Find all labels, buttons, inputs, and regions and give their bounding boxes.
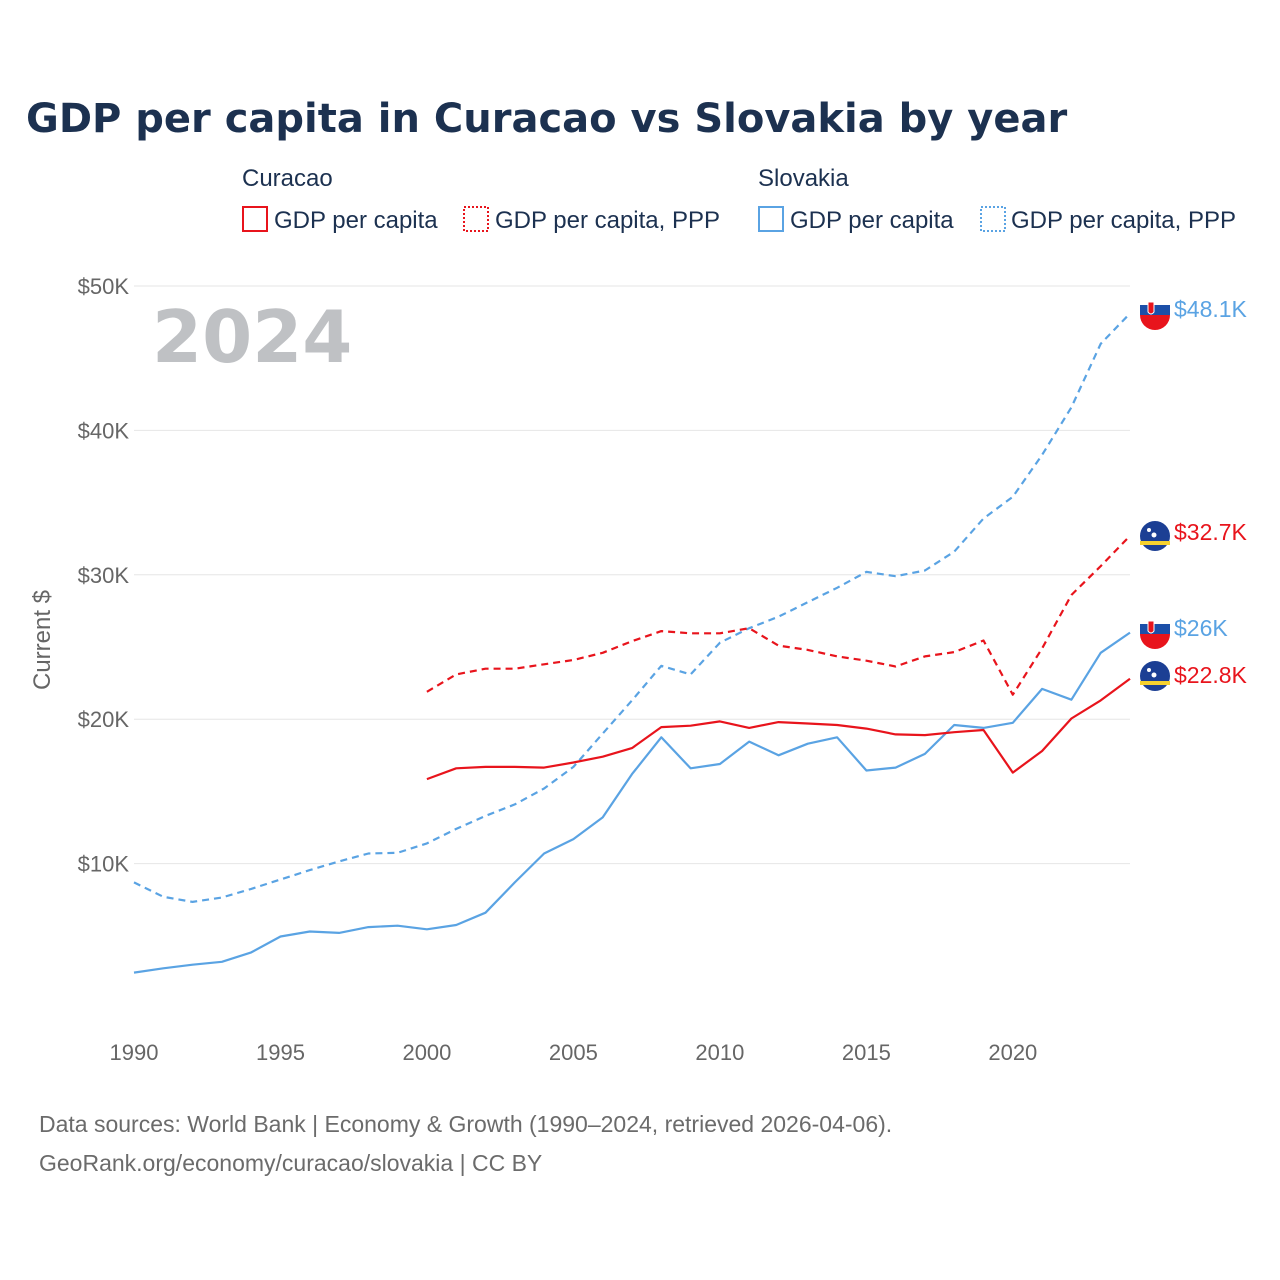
- legend-swatch-slovakia-gdp: [759, 207, 783, 231]
- curacao-flag-icon-ppp: [1140, 521, 1170, 551]
- y-tick-label: $20K: [78, 707, 130, 732]
- series-line-slovakia-gdp-per-capita-ppp: [134, 313, 1130, 902]
- legend-label-curacao-gdp: GDP per capita: [274, 207, 438, 234]
- slovakia-flag-icon-gdp: [1140, 614, 1170, 649]
- legend-group-slovakia: Slovakia: [758, 165, 849, 192]
- end-label-slovakia-ppp: $48.1K: [1174, 296, 1248, 322]
- legend-swatch-slovakia-ppp: [981, 207, 1005, 231]
- x-tick-label: 1995: [256, 1040, 305, 1065]
- legend-label-slovakia-ppp: GDP per capita, PPP: [1011, 207, 1236, 234]
- legend-group-curacao: Curacao: [242, 165, 333, 192]
- y-tick-label: $30K: [78, 563, 130, 588]
- series-lines: [134, 313, 1130, 972]
- legend-swatch-curacao-ppp: [464, 207, 488, 231]
- x-tick-label: 2015: [842, 1040, 891, 1065]
- x-axis-ticks: 1990 1995 2000 2005 2010 2015 2020: [110, 1040, 1038, 1065]
- chart-title: GDP per capita in Curacao vs Slovakia by…: [26, 96, 1067, 142]
- year-watermark: 2024: [152, 295, 352, 379]
- x-tick-label: 2000: [402, 1040, 451, 1065]
- x-tick-label: 2005: [549, 1040, 598, 1065]
- x-tick-label: 1990: [110, 1040, 159, 1065]
- source-line-2: GeoRank.org/economy/curacao/slovakia | C…: [39, 1150, 542, 1176]
- x-tick-label: 2020: [988, 1040, 1037, 1065]
- series-line-curacao-gdp-per-capita-ppp: [427, 536, 1130, 695]
- end-label-curacao-gdp: $22.8K: [1174, 662, 1248, 688]
- series-line-curacao-gdp-per-capita: [427, 679, 1130, 779]
- y-tick-label: $40K: [78, 418, 130, 443]
- y-tick-label: $50K: [78, 274, 130, 299]
- legend-label-curacao-ppp: GDP per capita, PPP: [495, 207, 720, 234]
- chart: GDP per capita in Curacao vs Slovakia by…: [0, 0, 1280, 1280]
- slovakia-flag-icon-ppp: [1140, 295, 1170, 330]
- end-label-curacao-ppp: $32.7K: [1174, 519, 1248, 545]
- legend: Curacao GDP per capita GDP per capita, P…: [242, 165, 1236, 234]
- x-tick-label: 2010: [695, 1040, 744, 1065]
- y-axis-title: Current $: [29, 590, 56, 690]
- y-axis-ticks: $10K $20K $30K $40K $50K: [78, 274, 130, 877]
- legend-label-slovakia-gdp: GDP per capita: [790, 207, 954, 234]
- legend-swatch-curacao-gdp: [243, 207, 267, 231]
- curacao-flag-icon-gdp: [1140, 661, 1170, 691]
- source-line-1: Data sources: World Bank | Economy & Gro…: [39, 1111, 892, 1137]
- series-line-slovakia-gdp-per-capita: [134, 633, 1130, 973]
- end-label-slovakia-gdp: $26K: [1174, 615, 1228, 641]
- y-tick-label: $10K: [78, 852, 130, 877]
